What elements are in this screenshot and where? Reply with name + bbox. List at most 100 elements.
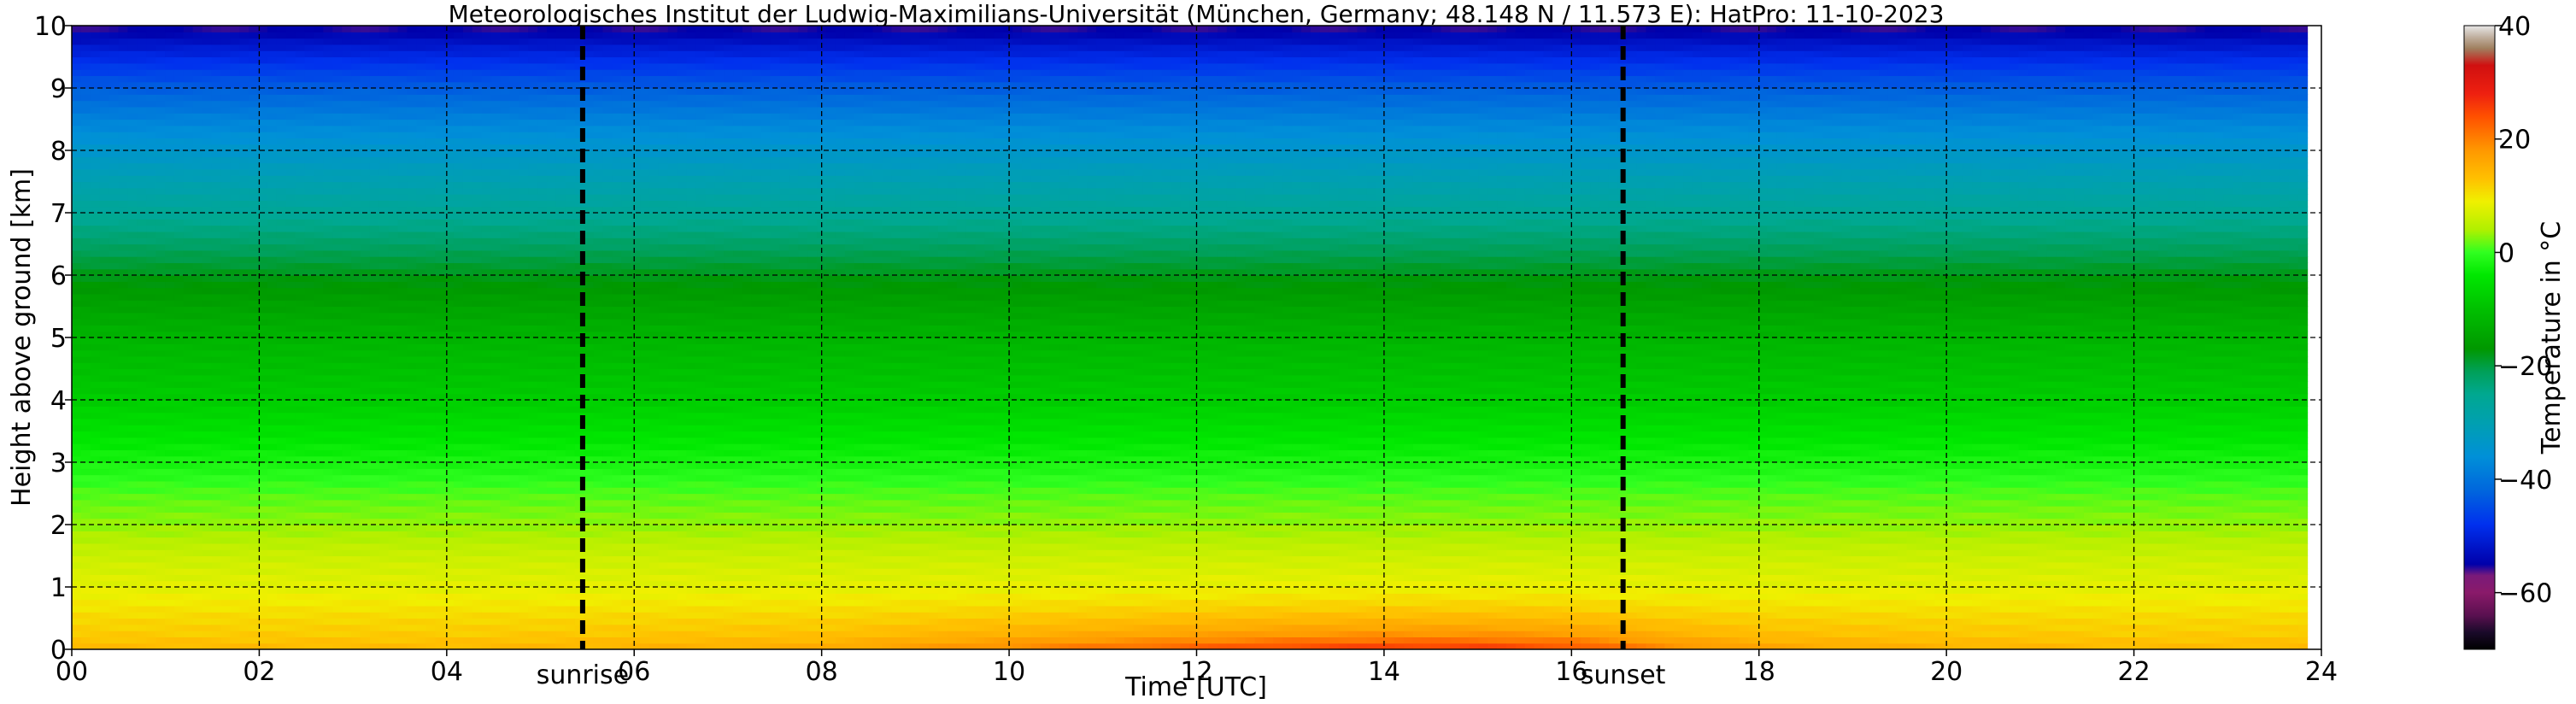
heatmap-cell <box>146 425 156 431</box>
heatmap-cell <box>174 487 185 494</box>
heatmap-cell <box>184 375 194 382</box>
heatmap-cell <box>137 26 147 32</box>
heatmap-cell <box>202 481 213 488</box>
heatmap-cell <box>72 537 82 544</box>
heatmap-cell <box>119 475 129 482</box>
heatmap-cell <box>146 32 156 38</box>
heatmap-cell <box>109 219 120 226</box>
heatmap-cell <box>155 32 166 38</box>
heatmap-cell <box>119 387 129 394</box>
heatmap-cell <box>91 169 101 176</box>
heatmap-cell <box>155 262 166 269</box>
heatmap-cell <box>137 574 147 581</box>
heatmap-cell <box>109 156 120 163</box>
heatmap-cell <box>193 169 203 176</box>
heatmap-cell <box>174 200 185 207</box>
heatmap-cell <box>146 406 156 413</box>
heatmap-cell <box>109 63 120 70</box>
heatmap-cell <box>137 431 147 438</box>
heatmap-cell <box>127 443 138 450</box>
heatmap-cell <box>91 44 101 51</box>
heatmap-cell <box>127 256 138 263</box>
heatmap-cell <box>72 419 82 425</box>
heatmap-cell <box>100 213 109 220</box>
heatmap-cell <box>119 226 129 232</box>
heatmap-cell <box>109 94 120 101</box>
heatmap-cell <box>72 307 82 314</box>
heatmap-cell <box>137 619 147 625</box>
heatmap-cell <box>127 568 138 575</box>
heatmap-cell <box>109 494 120 501</box>
heatmap-cell <box>100 138 109 144</box>
heatmap-cell <box>81 419 91 425</box>
heatmap-cell <box>109 188 120 195</box>
heatmap-cell <box>165 356 175 363</box>
heatmap-cell <box>184 525 194 531</box>
heatmap-cell <box>193 612 203 619</box>
heatmap-cell <box>165 38 175 45</box>
heatmap-cell <box>184 244 194 251</box>
heatmap-cell <box>155 313 166 320</box>
heatmap-cell <box>109 38 120 45</box>
heatmap-cell <box>193 637 203 643</box>
heatmap-cell <box>146 238 156 244</box>
heatmap-cell <box>81 219 91 226</box>
heatmap-cell <box>91 543 101 550</box>
heatmap-cell <box>100 431 109 438</box>
heatmap-cell <box>100 238 109 244</box>
heatmap-cell <box>165 562 175 569</box>
heatmap-cell <box>174 506 185 513</box>
heatmap-cell <box>202 543 213 550</box>
heatmap-cell <box>193 350 203 357</box>
heatmap-cell <box>81 625 91 631</box>
heatmap-cell <box>193 593 203 600</box>
heatmap-cell <box>100 537 109 544</box>
heatmap-cell <box>72 113 82 120</box>
heatmap-cell <box>165 637 175 643</box>
heatmap-cell <box>184 600 194 607</box>
heatmap-cell <box>81 343 91 350</box>
heatmap-cell <box>81 512 91 519</box>
heatmap-cell <box>155 343 166 350</box>
heatmap-cell <box>91 250 101 257</box>
heatmap-cell <box>100 175 109 182</box>
heatmap-cell <box>165 419 175 425</box>
heatmap-cell <box>100 600 109 607</box>
heatmap-cell <box>119 568 129 575</box>
heatmap-cell <box>100 625 109 631</box>
heatmap-cell <box>184 132 194 138</box>
heatmap-cell <box>174 549 185 556</box>
heatmap-cell <box>72 63 82 70</box>
heatmap-cell <box>72 281 82 288</box>
heatmap-cell <box>165 319 175 326</box>
heatmap-cell <box>184 637 194 643</box>
heatmap-cell <box>174 213 185 220</box>
heatmap-cell <box>184 194 194 201</box>
heatmap-cell <box>109 88 120 95</box>
heatmap-cell <box>193 525 203 531</box>
heatmap-cell <box>193 294 203 301</box>
heatmap-cell <box>155 250 166 257</box>
heatmap-cell <box>100 525 109 531</box>
heatmap-cell <box>184 294 194 301</box>
heatmap-cell <box>100 619 109 625</box>
heatmap-cell <box>100 606 109 613</box>
heatmap-cell <box>137 38 147 45</box>
heatmap-cell <box>165 537 175 544</box>
heatmap-cell <box>174 375 185 382</box>
heatmap-cell <box>100 612 109 619</box>
heatmap-cell <box>119 631 129 637</box>
heatmap-cell <box>174 543 185 550</box>
heatmap-cell <box>174 625 185 631</box>
heatmap-cell <box>165 606 175 613</box>
heatmap-cell <box>137 281 147 288</box>
heatmap-cell <box>137 600 147 607</box>
heatmap-cell <box>127 101 138 108</box>
heatmap-cell <box>127 169 138 176</box>
heatmap-cell <box>155 107 166 114</box>
heatmap-cell <box>119 38 129 45</box>
heatmap-cell <box>109 619 120 625</box>
heatmap-cell <box>109 587 120 594</box>
heatmap-cell <box>146 188 156 195</box>
heatmap-cell <box>91 512 101 519</box>
